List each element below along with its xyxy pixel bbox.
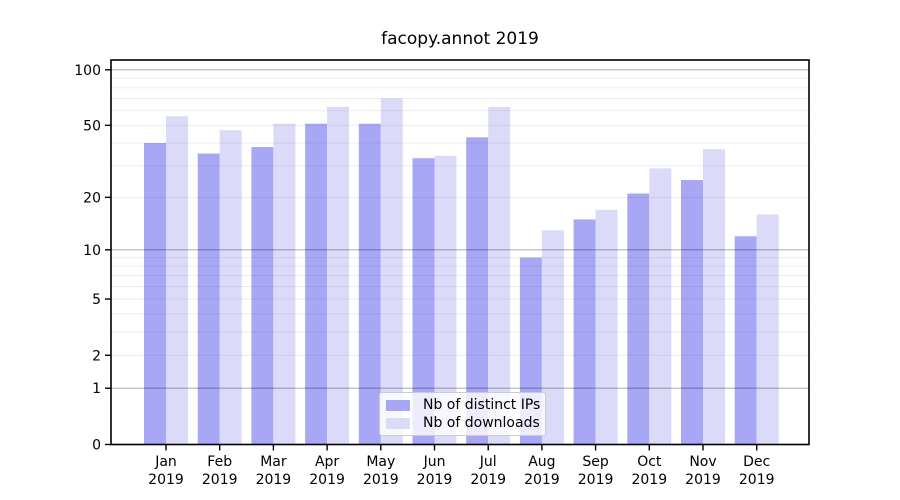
- x-tick-label-oct: Oct 2019: [631, 454, 667, 488]
- y-tick-label-100: 100: [74, 63, 101, 79]
- x-tick-label-jul: Jul 2019: [470, 454, 506, 488]
- y-tick-label-20: 20: [83, 190, 101, 206]
- x-tick-label-apr: Apr 2019: [309, 454, 345, 488]
- bar-feb-downloads: [219, 130, 242, 445]
- bar-jul-distinct-ips: [466, 137, 489, 445]
- y-tick-label-5: 5: [92, 292, 101, 308]
- x-tick-label-feb: Feb 2019: [202, 454, 238, 488]
- bar-mar-downloads: [273, 123, 296, 445]
- bar-apr-downloads: [327, 106, 350, 445]
- x-tick-label-mar: Mar 2019: [256, 454, 292, 488]
- bar-jan-distinct-ips: [144, 143, 166, 445]
- legend-label-downloads: Nb of downloads: [423, 415, 540, 431]
- bar-nov-downloads: [703, 149, 725, 445]
- x-tick-label-jan: Jan 2019: [148, 454, 184, 488]
- bar-dec-downloads: [756, 214, 779, 445]
- bar-jun-distinct-ips: [412, 158, 435, 445]
- bar-jun-downloads: [434, 155, 457, 445]
- bar-may-downloads: [380, 98, 403, 445]
- x-tick-label-jun: Jun 2019: [417, 454, 453, 488]
- y-tick-label-50: 50: [83, 118, 101, 134]
- x-tick-label-may: May 2019: [363, 454, 399, 488]
- x-tick-label-dec: Dec 2019: [739, 454, 775, 488]
- bar-jan-downloads: [166, 116, 188, 445]
- y-tick-label-0: 0: [92, 438, 101, 454]
- bar-oct-distinct-ips: [627, 193, 650, 445]
- legend: Nb of distinct IPs Nb of downloads: [379, 392, 546, 436]
- bar-jul-downloads: [488, 106, 511, 445]
- legend-item-distinct-ips: Nb of distinct IPs: [386, 397, 541, 413]
- bar-aug-downloads: [541, 230, 564, 445]
- bar-may-distinct-ips: [358, 123, 381, 445]
- plot-border: [110, 59, 810, 446]
- bar-sep-distinct-ips: [573, 219, 596, 445]
- y-tick-label-10: 10: [83, 243, 101, 259]
- bar-nov-distinct-ips: [681, 179, 703, 445]
- bar-mar-distinct-ips: [251, 147, 274, 445]
- x-tick-label-sep: Sep 2019: [578, 454, 614, 488]
- y-tick-label-2: 2: [92, 348, 101, 364]
- legend-swatch-downloads: [386, 417, 410, 429]
- bar-apr-distinct-ips: [305, 123, 328, 445]
- chart-title: facopy.annot 2019: [381, 29, 539, 49]
- legend-label-distinct-ips: Nb of distinct IPs: [423, 397, 541, 413]
- legend-item-downloads: Nb of downloads: [386, 415, 540, 431]
- bar-feb-distinct-ips: [197, 153, 220, 445]
- x-tick-label-nov: Nov 2019: [685, 454, 721, 488]
- bar-sep-downloads: [595, 209, 618, 445]
- bar-dec-distinct-ips: [734, 236, 757, 445]
- bar-oct-downloads: [649, 168, 672, 445]
- y-tick-label-1: 1: [92, 381, 101, 397]
- x-tick-label-aug: Aug 2019: [524, 454, 560, 488]
- legend-swatch-distinct-ips: [386, 399, 410, 411]
